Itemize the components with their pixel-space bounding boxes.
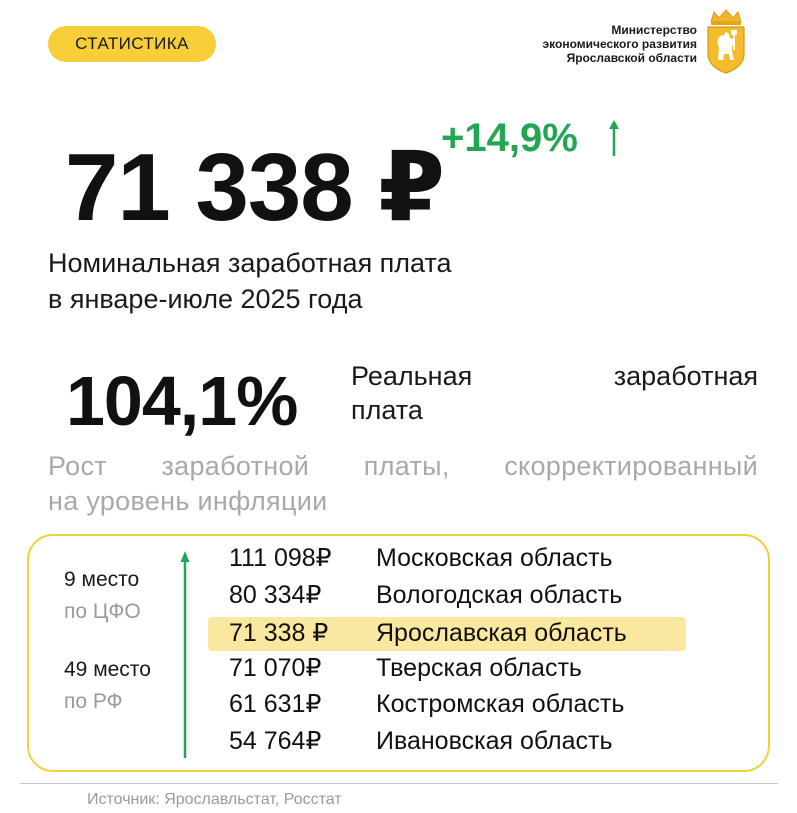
real-wage-label-line-2: плата [351,395,423,425]
ministry-line-3: Ярославской области [566,51,697,65]
ranking-box [27,534,770,772]
row-region: Вологодская область [376,581,623,609]
rf-place: 49 место [64,658,151,681]
cfo-place: 9 место [64,568,140,591]
real-wage-note-line-1: Рост заработной платы, скорректированный [48,451,758,481]
row-amount: 80 334₽ [229,581,322,609]
nominal-description-line-1: Номинальная заработная плата [48,248,452,278]
nominal-description-line-2: в январе-июле 2025 года [48,284,363,314]
arrow-up-icon [609,120,619,156]
row-amount: 61 631₽ [229,690,322,718]
wage-growth-percent: +14,9% [441,116,578,160]
real-wage-label-line-1: Реальная заработная [351,361,758,391]
row-region: Костромская область [376,690,625,718]
yaroslavl-coat-of-arms-icon [707,9,745,74]
rf-scope: по РФ [64,690,123,713]
ranking-arrow-up-icon [180,551,190,758]
highlight-row-background [208,617,686,651]
real-wage-note: Рост заработной платы, скорректированный… [48,449,758,519]
source-note: Источник: Ярославльстат, Росстат [87,791,342,808]
ministry-name: Министерство экономического развития Яро… [437,23,697,65]
category-tag-label: СТАТИСТИКА [75,34,189,53]
row-amount: 71 070₽ [229,654,322,682]
real-wage-note-line-2: на уровень инфляции [48,486,328,516]
cfo-scope: по ЦФО [64,600,141,623]
real-wage-label: Реальная заработная плата [351,359,758,427]
row-region: Московская область [376,544,613,572]
row-region: Тверская область [376,654,582,682]
nominal-wage-value: 71 338 ₽ [65,134,445,241]
ministry-line-2: экономического развития [542,37,697,51]
row-region: Ивановская область [376,727,613,755]
row-region: Ярославская область [376,619,627,647]
row-amount: 71 338 ₽ [229,619,329,647]
footer-divider [20,783,778,784]
ministry-line-1: Министерство [611,23,697,37]
row-amount: 111 098₽ [229,544,332,572]
nominal-wage-description: Номинальная заработная плата в январе-ию… [48,245,608,317]
real-wage-value: 104,1% [66,362,298,440]
row-amount: 54 764₽ [229,727,322,755]
category-tag: СТАТИСТИКА [48,26,216,62]
